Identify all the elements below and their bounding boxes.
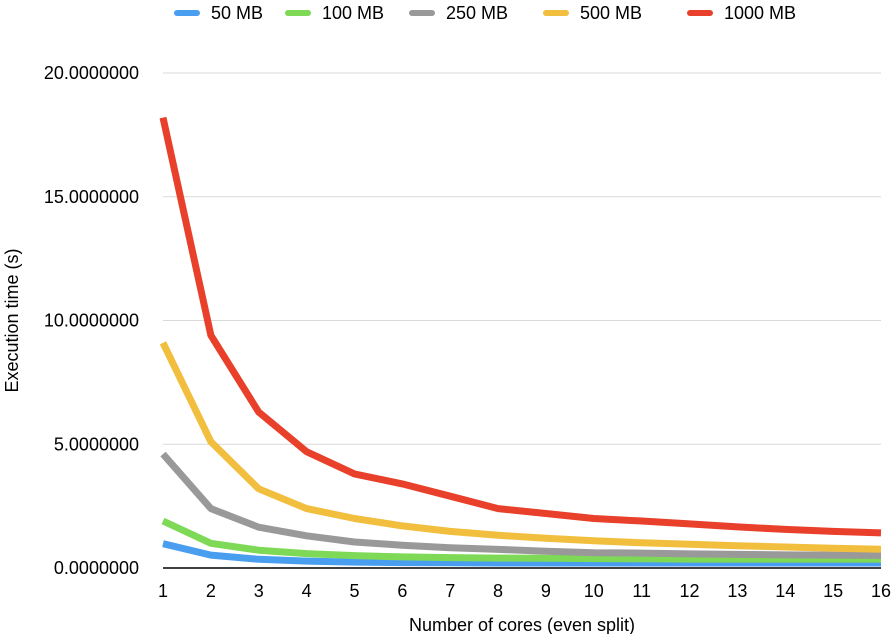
legend-item: 100 MB	[285, 3, 384, 23]
gridlines	[163, 72, 881, 445]
series-line-1000-mb	[159, 116, 882, 537]
y-tick-label: 5.0000000	[54, 434, 139, 454]
series-line-250-mb	[160, 451, 882, 559]
x-tick-label: 8	[493, 581, 503, 601]
series-line-500-mb	[159, 341, 882, 553]
legend-label: 50 MB	[211, 3, 263, 23]
x-tick-label: 1	[158, 581, 168, 601]
series-line-50-mb	[162, 540, 881, 567]
x-tick-label: 6	[397, 581, 407, 601]
legend-item: 500 MB	[543, 3, 642, 23]
x-tick-label: 5	[349, 581, 359, 601]
x-tick-label: 7	[445, 581, 455, 601]
y-tick-label: 15.0000000	[44, 187, 139, 207]
series-lines	[159, 116, 882, 567]
series-line-100-mb	[161, 517, 881, 563]
y-tick-label: 10.0000000	[44, 311, 139, 331]
legend-label: 100 MB	[322, 3, 384, 23]
y-axis-ticks: 0.0000000 5.0000000 10.0000000 15.0000000 20…	[44, 63, 139, 578]
legend-label: 1000 MB	[724, 3, 796, 23]
x-axis-ticks: 1 2 3 4 5 6 7 8 9 10 11 12 13 14 15 16	[158, 581, 891, 601]
x-tick-label: 12	[680, 581, 700, 601]
x-tick-label: 16	[871, 581, 891, 601]
x-axis-label: Number of cores (even split)	[409, 615, 635, 634]
x-tick-label: 4	[302, 581, 312, 601]
legend-label: 500 MB	[580, 3, 642, 23]
legend: 50 MB 100 MB 250 MB 500 MB 1000 MB	[174, 3, 796, 23]
y-axis-label: Execution time (s)	[2, 248, 22, 392]
legend-label: 250 MB	[446, 3, 508, 23]
y-tick-label: 20.0000000	[44, 63, 139, 83]
x-tick-label: 3	[254, 581, 264, 601]
legend-item: 50 MB	[174, 3, 263, 23]
x-tick-label: 10	[584, 581, 604, 601]
x-tick-label: 15	[823, 581, 843, 601]
x-tick-label: 13	[727, 581, 747, 601]
x-tick-label: 9	[541, 581, 551, 601]
legend-item: 1000 MB	[687, 3, 796, 23]
legend-item: 250 MB	[409, 3, 508, 23]
y-tick-label: 0.0000000	[54, 558, 139, 578]
x-tick-label: 2	[206, 581, 216, 601]
x-tick-label: 11	[632, 581, 651, 601]
x-tick-label: 14	[775, 581, 795, 601]
